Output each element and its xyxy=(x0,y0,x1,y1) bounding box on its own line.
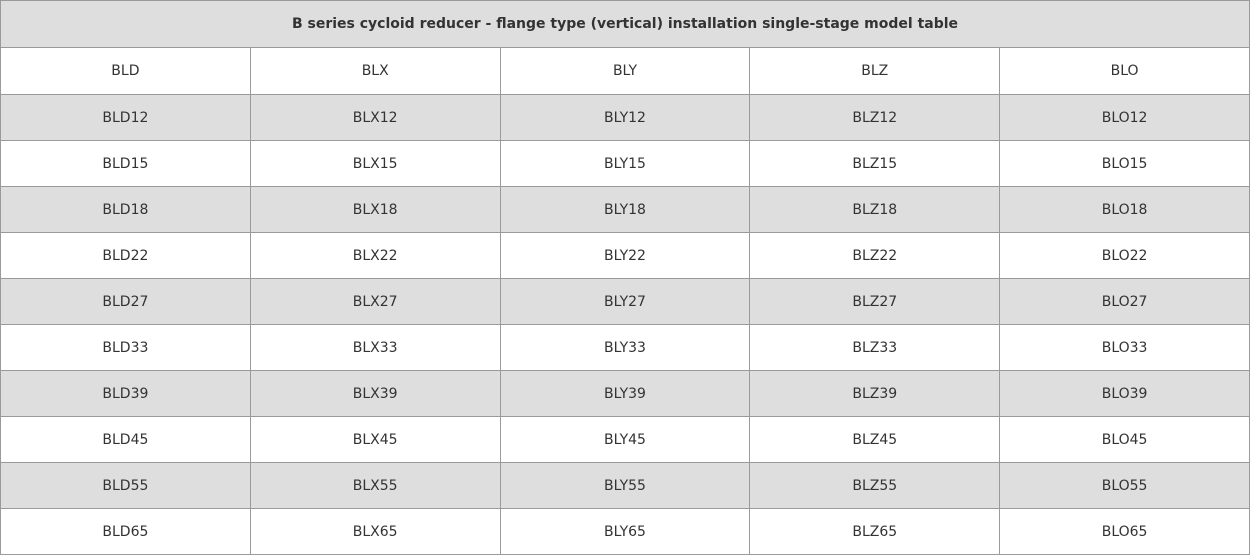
table-cell: BLY27 xyxy=(499,278,751,325)
table-cell: BLD45 xyxy=(0,416,251,463)
table-cell: BLD65 xyxy=(0,508,251,555)
table-cell: BLY18 xyxy=(499,186,751,233)
table-cell: BLZ15 xyxy=(749,140,1001,187)
table-cell: BLO45 xyxy=(999,416,1250,463)
table-row: BLD12 BLX12 BLY12 BLZ12 BLO12 xyxy=(0,94,1250,141)
table-row: BLD15 BLX15 BLY15 BLZ15 BLO15 xyxy=(0,140,1250,187)
table-cell: BLX15 xyxy=(249,140,501,187)
table-cell: BLO65 xyxy=(999,508,1250,555)
table-row: BLD65 BLX65 BLY65 BLZ65 BLO65 xyxy=(0,508,1250,555)
table-cell: BLZ39 xyxy=(749,370,1001,417)
header-cell: BLZ xyxy=(749,47,1001,95)
table-cell: BLX27 xyxy=(249,278,501,325)
table-cell: BLZ33 xyxy=(749,324,1001,371)
table-row: BLD39 BLX39 BLY39 BLZ39 BLO39 xyxy=(0,370,1250,417)
table-cell: BLD55 xyxy=(0,462,251,509)
header-cell: BLO xyxy=(999,47,1250,95)
table-cell: BLX33 xyxy=(249,324,501,371)
table-cell: BLO15 xyxy=(999,140,1250,187)
header-cell: BLD xyxy=(0,47,251,95)
table-row: BLD33 BLX33 BLY33 BLZ33 BLO33 xyxy=(0,324,1250,371)
table-cell: BLZ27 xyxy=(749,278,1001,325)
table-cell: BLD22 xyxy=(0,232,251,279)
header-cell: BLX xyxy=(249,47,501,95)
table-title: B series cycloid reducer - flange type (… xyxy=(0,0,1250,48)
table-row: BLD45 BLX45 BLY45 BLZ45 BLO45 xyxy=(0,416,1250,463)
table-cell: BLO55 xyxy=(999,462,1250,509)
table-cell: BLZ65 xyxy=(749,508,1001,555)
table-cell: BLY33 xyxy=(499,324,751,371)
table-cell: BLX18 xyxy=(249,186,501,233)
table-cell: BLY45 xyxy=(499,416,751,463)
title-row: B series cycloid reducer - flange type (… xyxy=(0,0,1250,48)
table-cell: BLD12 xyxy=(0,94,251,141)
table-cell: BLZ45 xyxy=(749,416,1001,463)
table-cell: BLX22 xyxy=(249,232,501,279)
table-cell: BLO39 xyxy=(999,370,1250,417)
table-cell: BLY55 xyxy=(499,462,751,509)
table-cell: BLD15 xyxy=(0,140,251,187)
table-cell: BLZ12 xyxy=(749,94,1001,141)
table-cell: BLY65 xyxy=(499,508,751,555)
table-cell: BLY15 xyxy=(499,140,751,187)
table-cell: BLO18 xyxy=(999,186,1250,233)
table-cell: BLZ22 xyxy=(749,232,1001,279)
table-cell: BLX12 xyxy=(249,94,501,141)
table-cell: BLD27 xyxy=(0,278,251,325)
table-cell: BLY22 xyxy=(499,232,751,279)
table-row: BLD18 BLX18 BLY18 BLZ18 BLO18 xyxy=(0,186,1250,233)
header-cell: BLY xyxy=(499,47,751,95)
table-row: BLD22 BLX22 BLY22 BLZ22 BLO22 xyxy=(0,232,1250,279)
table-cell: BLD18 xyxy=(0,186,251,233)
table-cell: BLZ18 xyxy=(749,186,1001,233)
table-row: BLD55 BLX55 BLY55 BLZ55 BLO55 xyxy=(0,462,1250,509)
table-cell: BLD39 xyxy=(0,370,251,417)
table-cell: BLO12 xyxy=(999,94,1250,141)
table-row: BLD27 BLX27 BLY27 BLZ27 BLO27 xyxy=(0,278,1250,325)
table-cell: BLX39 xyxy=(249,370,501,417)
table-cell: BLO33 xyxy=(999,324,1250,371)
table-cell: BLY12 xyxy=(499,94,751,141)
table-cell: BLY39 xyxy=(499,370,751,417)
table-cell: BLX45 xyxy=(249,416,501,463)
table-cell: BLD33 xyxy=(0,324,251,371)
table-cell: BLO22 xyxy=(999,232,1250,279)
table-cell: BLZ55 xyxy=(749,462,1001,509)
header-row: BLD BLX BLY BLZ BLO xyxy=(0,47,1250,95)
table-cell: BLX65 xyxy=(249,508,501,555)
table-cell: BLO27 xyxy=(999,278,1250,325)
table-cell: BLX55 xyxy=(249,462,501,509)
